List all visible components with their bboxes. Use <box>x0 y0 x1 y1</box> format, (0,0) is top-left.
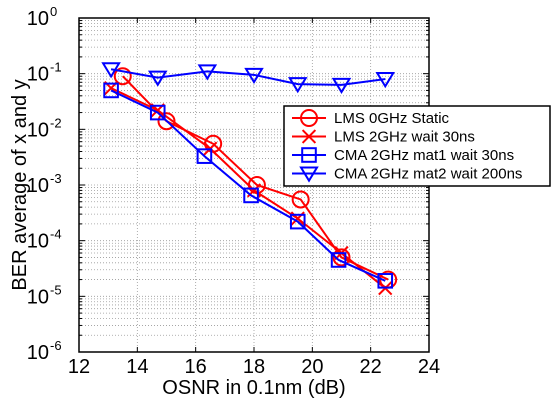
series-3 <box>103 82 394 289</box>
data-point <box>301 147 317 163</box>
legend-box <box>283 105 551 187</box>
x-tick-label: 22 <box>360 356 382 378</box>
data-point <box>157 112 176 131</box>
data-point <box>113 67 132 86</box>
data-point <box>331 77 352 94</box>
legend-label: CMA 2GHz mat1 wait 30ns <box>334 147 514 164</box>
data-point <box>243 187 259 204</box>
y-tick-label: 10 <box>27 286 49 308</box>
data-point <box>330 252 347 268</box>
data-point <box>244 67 264 85</box>
x-tick-label: 18 <box>243 356 265 378</box>
data-point <box>287 77 308 94</box>
data-point-stroke <box>301 129 317 144</box>
y-tick-exponent: -5 <box>50 282 62 297</box>
x-axis-label: OSNR in 0.1nm (dB) <box>162 377 345 398</box>
data-point <box>289 213 306 230</box>
x-tick-label: 24 <box>418 356 440 378</box>
legend-label: LMS 0GHz Static <box>334 110 450 127</box>
data-point <box>197 64 218 81</box>
x-tick-label: 14 <box>126 356 148 378</box>
data-point <box>196 148 213 164</box>
y-tick-exponent: -3 <box>50 171 62 186</box>
series-layer <box>101 62 398 296</box>
data-point <box>147 70 168 87</box>
y-tick-exponent: -2 <box>50 115 62 130</box>
data-point <box>377 273 394 289</box>
data-point <box>291 190 310 209</box>
y-tick-exponent: -4 <box>50 227 62 242</box>
y-tick-label: 10 <box>27 342 49 364</box>
y-tick-exponent: -6 <box>50 338 62 353</box>
y-axis-label: BER average of x and y <box>9 79 31 290</box>
x-tick-label: 20 <box>301 356 323 378</box>
data-point <box>332 248 351 267</box>
series-4 <box>101 62 396 94</box>
y-tick-label: 10 <box>27 119 49 141</box>
legend-label: LMS 2GHz wait 30ns <box>334 129 475 146</box>
legend-item: LMS 0GHz Static <box>292 109 450 127</box>
series-line <box>110 89 386 282</box>
data-point <box>299 166 319 183</box>
series-line <box>110 68 386 86</box>
data-point <box>101 62 121 79</box>
y-tick-label: 10 <box>27 8 49 30</box>
x-tick-label: 16 <box>185 356 207 378</box>
data-point <box>103 82 119 99</box>
y-tick-label: 10 <box>27 175 49 197</box>
y-tick-label: 10 <box>27 64 49 86</box>
legend-label: CMA 2GHz mat2 wait 200ns <box>334 166 522 183</box>
ticks <box>78 17 430 353</box>
data-point <box>301 129 317 144</box>
y-tick-label: 10 <box>27 231 49 253</box>
legend-item: LMS 2GHz wait 30ns <box>292 129 475 146</box>
legend-item: CMA 2GHz mat1 wait 30ns <box>292 147 514 164</box>
x-tick-label: 12 <box>68 356 90 378</box>
y-tick-exponent: 0 <box>50 4 57 19</box>
y-tick-exponent: -1 <box>50 60 62 75</box>
data-point <box>375 72 396 89</box>
data-point <box>300 109 318 127</box>
legend-item: CMA 2GHz mat2 wait 200ns <box>292 166 522 183</box>
data-point <box>149 104 166 121</box>
